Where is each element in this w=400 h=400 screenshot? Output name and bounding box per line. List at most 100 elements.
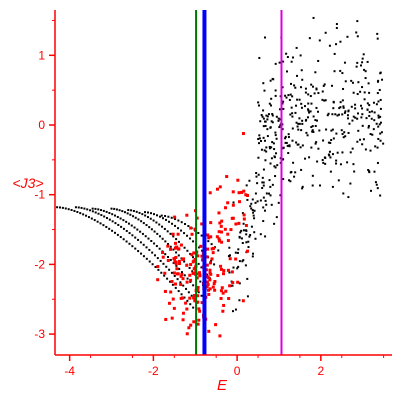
black-point — [159, 215, 162, 218]
black-point — [268, 145, 271, 148]
red-point — [198, 273, 202, 277]
black-point — [227, 255, 230, 258]
black-point — [262, 136, 265, 139]
black-point — [270, 97, 273, 100]
black-point — [333, 70, 336, 73]
black-point — [175, 264, 178, 267]
black-point — [352, 115, 355, 118]
red-point — [177, 259, 181, 263]
black-point — [368, 104, 371, 107]
black-point — [378, 88, 381, 91]
black-point — [296, 98, 299, 101]
black-point — [189, 237, 192, 240]
black-point — [294, 171, 297, 174]
red-point — [176, 272, 180, 276]
black-point — [274, 89, 277, 92]
black-point — [79, 212, 82, 215]
black-point — [94, 211, 97, 214]
black-point — [377, 79, 380, 82]
red-point — [215, 235, 219, 239]
black-point — [279, 118, 282, 121]
black-point — [329, 156, 332, 159]
black-point — [331, 185, 334, 188]
black-point — [246, 198, 249, 201]
black-point — [91, 207, 94, 210]
black-point — [262, 125, 265, 128]
black-point — [368, 91, 371, 94]
red-point — [220, 240, 224, 244]
black-point — [172, 235, 175, 238]
x-axis-label: E — [217, 377, 228, 394]
red-point — [218, 239, 222, 243]
red-point — [200, 222, 204, 226]
black-point — [354, 107, 357, 110]
black-point — [97, 212, 100, 215]
black-point — [373, 170, 376, 173]
red-point — [212, 246, 216, 250]
black-point — [349, 182, 352, 185]
black-point — [372, 101, 375, 104]
red-point — [161, 255, 165, 259]
black-point — [252, 211, 255, 214]
black-point — [330, 129, 333, 132]
black-point — [153, 242, 156, 245]
black-point — [161, 237, 164, 240]
black-point — [308, 156, 311, 159]
black-point — [293, 175, 296, 178]
black-point — [128, 232, 131, 235]
black-point — [201, 249, 204, 252]
black-point — [330, 84, 333, 87]
black-point — [285, 141, 288, 144]
red-point — [218, 185, 222, 189]
black-point — [262, 206, 265, 209]
red-point — [242, 217, 246, 221]
black-point — [186, 234, 189, 237]
black-point — [254, 237, 257, 240]
black-point — [103, 215, 106, 218]
black-point — [268, 147, 271, 150]
black-point — [197, 262, 200, 265]
black-point — [274, 134, 277, 137]
red-point — [231, 203, 235, 207]
red-point — [180, 272, 184, 276]
black-point — [102, 224, 105, 227]
black-point — [241, 241, 244, 244]
red-point — [179, 296, 183, 300]
red-point — [163, 289, 167, 293]
black-point — [281, 86, 284, 89]
black-point — [329, 170, 332, 173]
black-point — [122, 238, 125, 241]
red-point — [187, 326, 191, 330]
black-point — [341, 133, 344, 136]
black-point — [277, 201, 280, 204]
black-point — [179, 281, 182, 284]
red-point — [229, 228, 233, 232]
black-point — [186, 299, 189, 302]
black-point — [285, 52, 288, 55]
black-point — [269, 162, 272, 165]
black-point — [341, 99, 344, 102]
black-point — [131, 245, 134, 248]
black-point — [286, 144, 289, 147]
black-point — [119, 217, 122, 220]
black-point — [369, 149, 372, 152]
black-point — [236, 267, 239, 270]
black-point — [321, 159, 324, 162]
black-point — [142, 255, 145, 258]
black-point — [300, 129, 303, 132]
red-point — [176, 232, 180, 236]
black-point — [367, 169, 370, 172]
black-point — [144, 211, 147, 214]
black-point — [325, 128, 328, 131]
black-point — [361, 113, 364, 116]
black-point — [313, 92, 316, 95]
red-point — [196, 300, 200, 304]
black-point — [102, 209, 105, 212]
black-point — [294, 86, 297, 89]
red-point — [220, 230, 224, 234]
black-point — [268, 179, 271, 182]
black-point — [269, 126, 272, 129]
red-point — [231, 216, 235, 220]
black-point — [270, 104, 273, 107]
red-point — [210, 257, 214, 261]
